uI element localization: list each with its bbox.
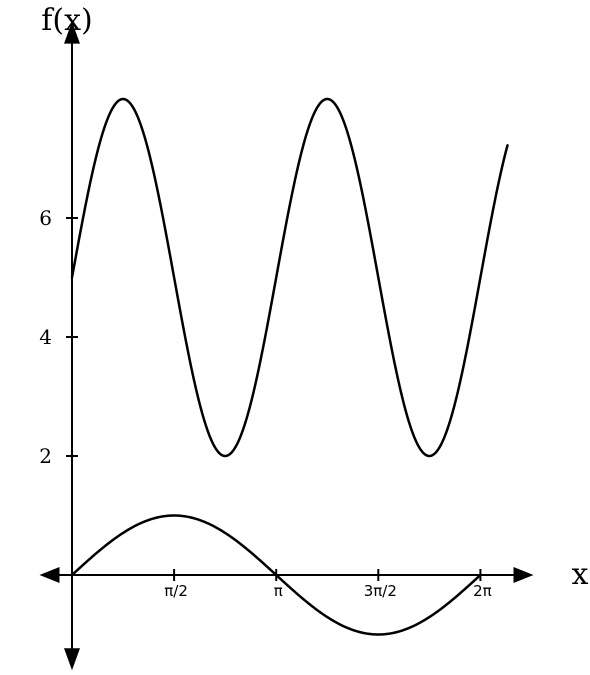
y-axis-title: f(x) bbox=[41, 3, 92, 38]
x-tick-label: 3π/2 bbox=[364, 582, 397, 600]
axes bbox=[39, 21, 534, 671]
curve-upper-oscillation bbox=[70, 97, 509, 458]
x-tick-label: π bbox=[274, 582, 283, 600]
y-tick-label: 4 bbox=[39, 325, 52, 349]
y-axis-top-arrow bbox=[64, 21, 80, 44]
curves bbox=[70, 97, 509, 636]
y-tick-label: 6 bbox=[39, 206, 52, 230]
ticks: π/2 π 3π/2 2π 2 4 6 bbox=[39, 206, 491, 600]
x-axis-left-arrow bbox=[39, 567, 60, 583]
x-tick-label: 2π bbox=[473, 582, 492, 600]
y-tick-label: 2 bbox=[39, 444, 52, 468]
x-axis-right-arrow bbox=[513, 567, 534, 583]
x-tick-label: π/2 bbox=[164, 582, 188, 600]
y-axis-bottom-arrow bbox=[64, 648, 80, 671]
x-axis-title: x bbox=[572, 557, 589, 592]
